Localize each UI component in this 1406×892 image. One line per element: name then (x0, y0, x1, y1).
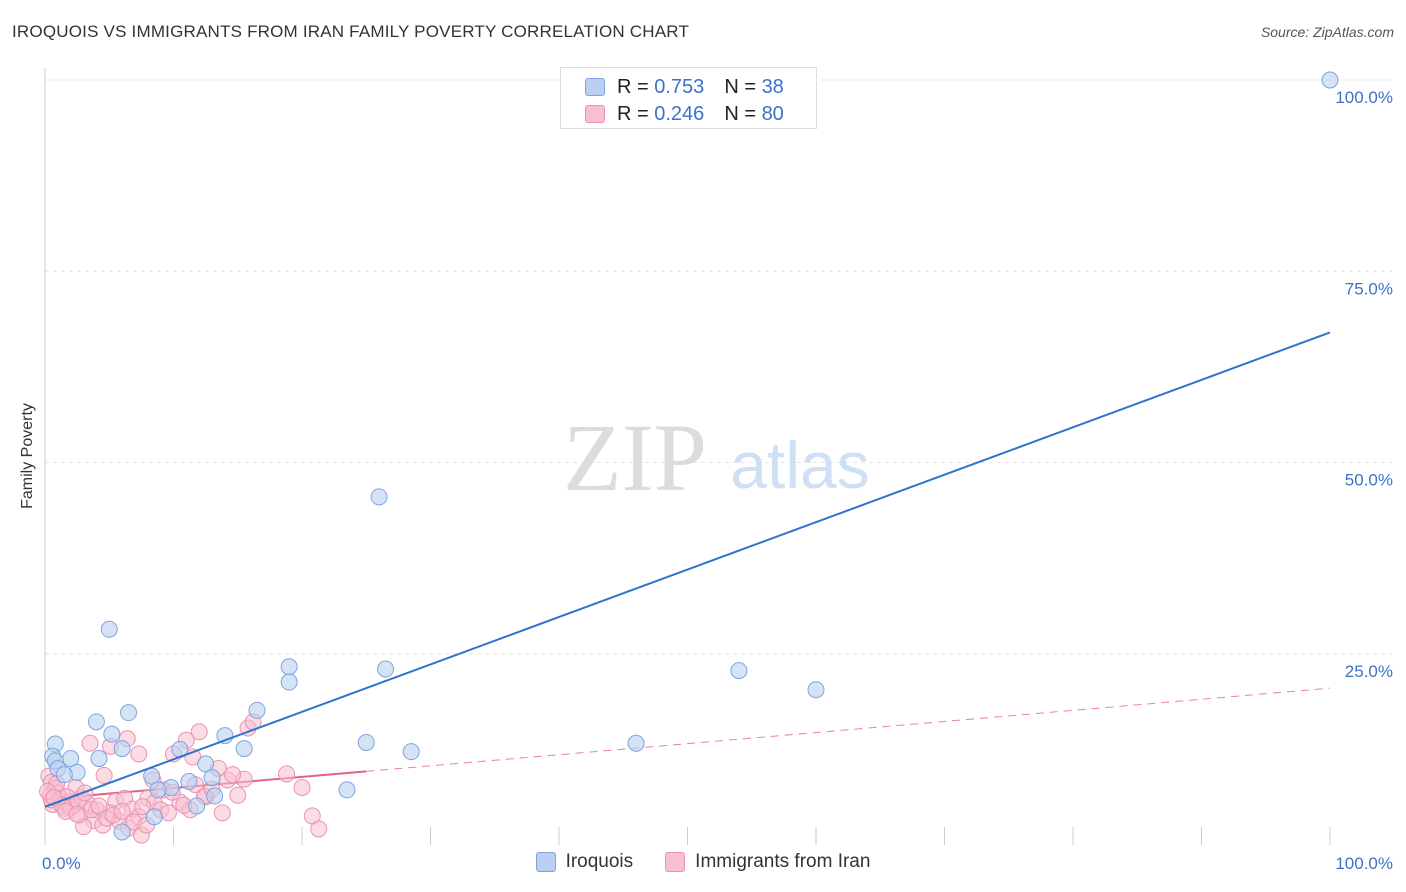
data-point-iran (90, 797, 108, 815)
series-legend: Iroquois Immigrants from Iran (0, 851, 1406, 873)
data-point-iroquois (87, 713, 105, 731)
x-tick-label: 100.0% (1335, 854, 1393, 873)
trend-lines-iroquois (44, 331, 1331, 808)
data-point-iran (229, 786, 247, 804)
data-point-iroquois (730, 662, 748, 680)
data-point-iroquois (180, 773, 198, 791)
y-tick-label: 75.0% (1345, 279, 1393, 298)
legend-r-value: 0.753 (654, 75, 705, 98)
data-point-iran (190, 723, 208, 741)
watermark-zip: ZIP (563, 404, 707, 511)
data-point-iroquois (100, 620, 118, 638)
axes (44, 68, 1331, 845)
data-point-iran (68, 805, 86, 823)
legend-n-value: 80 (761, 102, 784, 125)
data-point-iran (130, 745, 148, 763)
data-point-iroquois (55, 766, 73, 784)
data-point-iran (310, 820, 328, 838)
points-iroquois (44, 71, 1339, 841)
data-point-iroquois (627, 734, 645, 752)
legend-row-iroquois: R = 0.753 N = 38 (585, 74, 784, 100)
data-point-iroquois (377, 660, 395, 678)
data-point-iroquois (203, 769, 221, 787)
source-credit: Source: ZipAtlas.com (1260, 24, 1394, 40)
legend-r-label: R = (617, 102, 649, 125)
legend-swatch-iran (665, 852, 686, 872)
data-point-iroquois (145, 808, 163, 826)
legend-item-iroquois[interactable]: Iroquois (535, 851, 634, 873)
x-tick-label: 0.0% (42, 854, 81, 873)
data-point-iroquois (103, 725, 121, 743)
data-point-iroquois (120, 704, 138, 722)
data-point-iroquois (807, 681, 825, 699)
data-point-iroquois (280, 658, 298, 676)
data-point-iroquois (113, 823, 131, 841)
tick-labels: 25.0% 50.0% 75.0% 100.0% 0.0% 100.0% (42, 88, 1393, 873)
data-point-iroquois (370, 488, 388, 506)
legend-item-iran[interactable]: Immigrants from Iran (665, 851, 870, 873)
data-point-iroquois (280, 673, 298, 691)
data-point-iroquois (402, 743, 420, 761)
data-point-iroquois (188, 797, 206, 815)
data-point-iran (293, 779, 311, 797)
data-point-iroquois (197, 755, 215, 773)
data-point-iroquois (113, 740, 131, 758)
trend-line-iran-extension (366, 687, 1331, 772)
data-point-iran (81, 734, 99, 752)
data-point-iran (278, 765, 296, 783)
data-point-iroquois (248, 701, 266, 719)
legend-label-iroquois: Iroquois (565, 851, 634, 872)
y-tick-label: 100.0% (1335, 88, 1393, 107)
y-tick-label: 25.0% (1345, 662, 1393, 681)
data-point-iroquois (338, 781, 356, 799)
data-point-iran (213, 804, 231, 822)
correlation-legend: R = 0.753 N = 38 R = 0.246 N = 80 (560, 67, 817, 129)
data-point-iran (224, 766, 242, 784)
legend-r-label: R = (617, 75, 649, 98)
legend-n-value: 38 (761, 75, 784, 98)
legend-row-iran: R = 0.246 N = 80 (585, 101, 784, 127)
watermark: ZIP atlas (563, 404, 870, 511)
trend-line-iroquois (44, 331, 1331, 808)
legend-swatch-iroquois (535, 852, 556, 872)
data-point-iroquois (235, 740, 253, 758)
grid-lines (45, 79, 1392, 655)
data-point-iroquois (206, 787, 224, 805)
watermark-atlas: atlas (730, 428, 869, 502)
legend-label-iran: Immigrants from Iran (695, 851, 871, 872)
data-point-iroquois (90, 750, 108, 768)
legend-swatch-iran (585, 105, 605, 123)
legend-n-label: N = (724, 102, 756, 125)
data-point-iran (134, 798, 152, 816)
data-point-iroquois (149, 781, 167, 799)
data-point-iroquois (1321, 71, 1339, 89)
data-point-iran (95, 766, 113, 784)
data-point-iran (113, 802, 131, 820)
data-point-iroquois (357, 733, 375, 751)
chart-title: IROQUOIS VS IMMIGRANTS FROM IRAN FAMILY … (12, 22, 690, 41)
legend-r-value: 0.246 (654, 102, 705, 125)
legend-n-label: N = (724, 75, 756, 98)
y-tick-label: 50.0% (1345, 471, 1393, 490)
legend-swatch-iroquois (585, 78, 605, 96)
